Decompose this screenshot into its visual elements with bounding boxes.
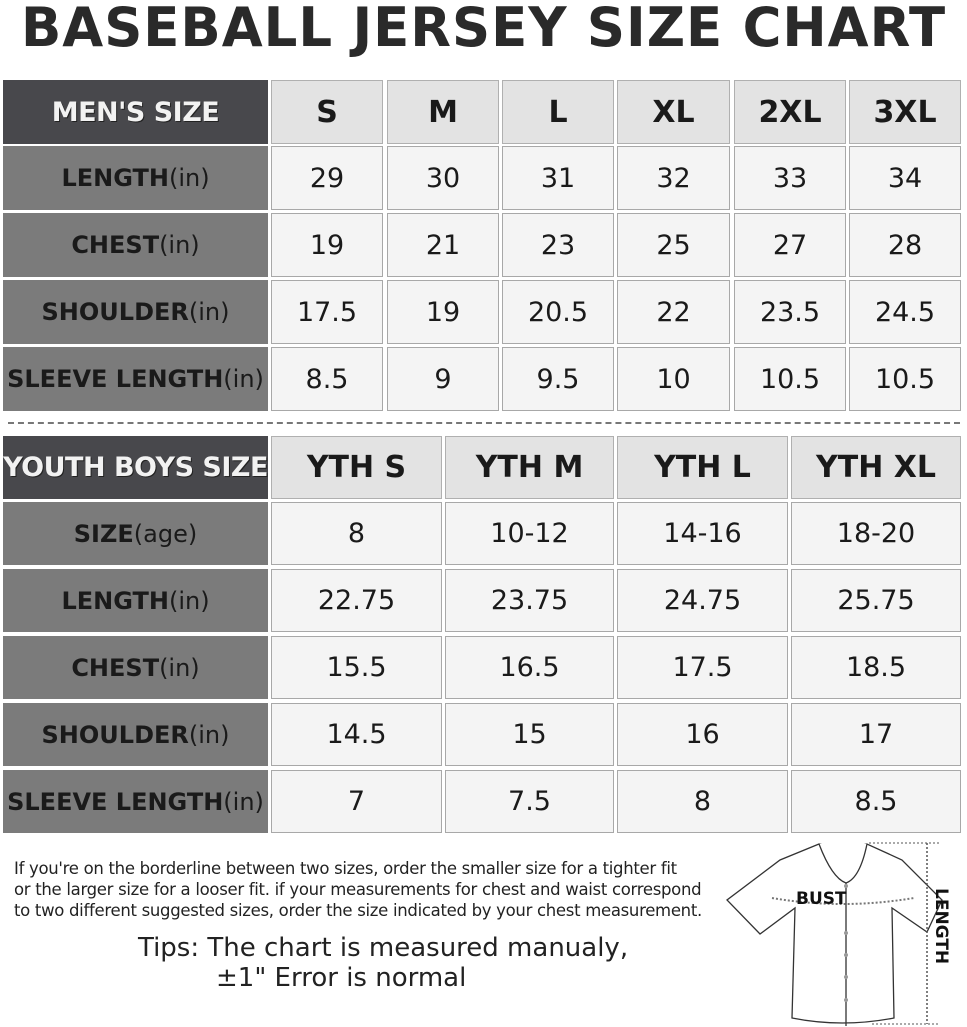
- table-cell: 32: [617, 146, 730, 210]
- size-header: XL: [617, 80, 730, 144]
- table-cell: 18.5: [791, 636, 961, 699]
- table-cell: 24.5: [849, 280, 961, 344]
- jersey-diagram: BUST LENGTH: [726, 842, 951, 1026]
- table-cell: 22.75: [271, 569, 442, 632]
- table-cell: 19: [271, 213, 383, 277]
- table-cell: 18-20: [791, 502, 961, 565]
- table-cell: 20.5: [502, 280, 614, 344]
- row-label-name: SHOULDER: [41, 720, 189, 749]
- table-cell: 14-16: [617, 502, 788, 565]
- table-cell: 17.5: [271, 280, 383, 344]
- size-header: YTH M: [445, 436, 614, 499]
- size-header: 3XL: [849, 80, 961, 144]
- row-label: CHEST (in): [3, 636, 268, 699]
- row-label-name: SLEEVE LENGTH: [7, 787, 224, 816]
- table-cell: 29: [271, 146, 383, 210]
- row-label-unit: (in): [223, 787, 264, 816]
- table-cell: 8.5: [271, 347, 383, 411]
- sizing-note: If you're on the borderline between two …: [14, 858, 702, 921]
- table-cell: 10-12: [445, 502, 614, 565]
- table-cell: 24.75: [617, 569, 788, 632]
- tips-line-1: Tips: The chart is measured manualy,: [138, 933, 629, 963]
- table-cell: 15.5: [271, 636, 442, 699]
- table-cell: 19: [387, 280, 499, 344]
- note-line: If you're on the borderline between two …: [14, 859, 677, 878]
- row-label-unit: (age): [133, 519, 198, 548]
- size-header: YTH L: [617, 436, 788, 499]
- table-cell: 17.5: [617, 636, 788, 699]
- note-line: or the larger size for a looser fit. if …: [14, 880, 702, 899]
- row-label: SLEEVE LENGTH (in): [3, 770, 268, 833]
- table-cell: 9.5: [502, 347, 614, 411]
- table-cell: 23.5: [734, 280, 846, 344]
- table-cell: 23.75: [445, 569, 614, 632]
- row-label-name: CHEST: [71, 231, 160, 259]
- row-label: SLEEVE LENGTH (in): [3, 347, 268, 411]
- row-label: SHOULDER (in): [3, 703, 268, 766]
- row-label-name: LENGTH: [61, 586, 169, 615]
- length-label: LENGTH: [931, 888, 951, 964]
- table-cell: 17: [791, 703, 961, 766]
- table-cell: 9: [387, 347, 499, 411]
- table-cell: 27: [734, 213, 846, 277]
- table-cell: 8.5: [791, 770, 961, 833]
- table-cell: 30: [387, 146, 499, 210]
- row-label-unit: (in): [168, 586, 210, 615]
- size-header: L: [502, 80, 614, 144]
- page-title: BASEBALL JERSEY SIZE CHART: [20, 0, 947, 59]
- row-label-unit: (in): [188, 720, 230, 749]
- table-cell: 16.5: [445, 636, 614, 699]
- size-header: 2XL: [734, 80, 846, 144]
- row-label-name: SLEEVE LENGTH: [7, 365, 224, 393]
- tips: Tips: The chart is measured manualy, ±1"…: [138, 933, 628, 993]
- tips-line-2: ±1" Error is normal: [216, 963, 467, 993]
- note-line: to two different suggested sizes, order …: [14, 901, 702, 920]
- table-cell: 25: [617, 213, 730, 277]
- table-cell: 10.5: [734, 347, 846, 411]
- table-cell: 23: [502, 213, 614, 277]
- table-cell: 16: [617, 703, 788, 766]
- row-label-unit: (in): [188, 298, 230, 326]
- header-label: YOUTH BOYS SIZE: [3, 436, 268, 499]
- table-cell: 25.75: [791, 569, 961, 632]
- table-cell: 8: [617, 770, 788, 833]
- size-header: S: [271, 80, 383, 144]
- row-label: LENGTH (in): [3, 569, 268, 632]
- row-label: SHOULDER (in): [3, 280, 268, 344]
- table-cell: 14.5: [271, 703, 442, 766]
- table-cell: 7: [271, 770, 442, 833]
- size-header: YTH XL: [791, 436, 961, 499]
- row-label: CHEST (in): [3, 213, 268, 277]
- table-cell: 8: [271, 502, 442, 565]
- table-cell: 28: [849, 213, 961, 277]
- row-label-name: CHEST: [71, 653, 160, 682]
- table-cell: 10.5: [849, 347, 961, 411]
- size-header: M: [387, 80, 499, 144]
- row-label-name: LENGTH: [61, 164, 169, 192]
- row-label: LENGTH (in): [3, 146, 268, 210]
- row-label-name: SHOULDER: [41, 298, 189, 326]
- size-header: YTH S: [271, 436, 442, 499]
- row-label-unit: (in): [223, 365, 264, 393]
- table-cell: 7.5: [445, 770, 614, 833]
- row-label-unit: (in): [159, 653, 200, 682]
- header-label: MEN'S SIZE: [3, 80, 268, 144]
- table-cell: 15: [445, 703, 614, 766]
- table-cell: 10: [617, 347, 730, 411]
- table-cell: 31: [502, 146, 614, 210]
- table-cell: 33: [734, 146, 846, 210]
- row-label-unit: (in): [168, 164, 210, 192]
- table-cell: 21: [387, 213, 499, 277]
- table-cell: 34: [849, 146, 961, 210]
- table-cell: 22: [617, 280, 730, 344]
- row-label: SIZE (age): [3, 502, 268, 565]
- row-label-name: SIZE: [73, 519, 134, 548]
- row-label-unit: (in): [159, 231, 200, 259]
- divider: [8, 422, 960, 424]
- bust-label: BUST: [796, 889, 847, 909]
